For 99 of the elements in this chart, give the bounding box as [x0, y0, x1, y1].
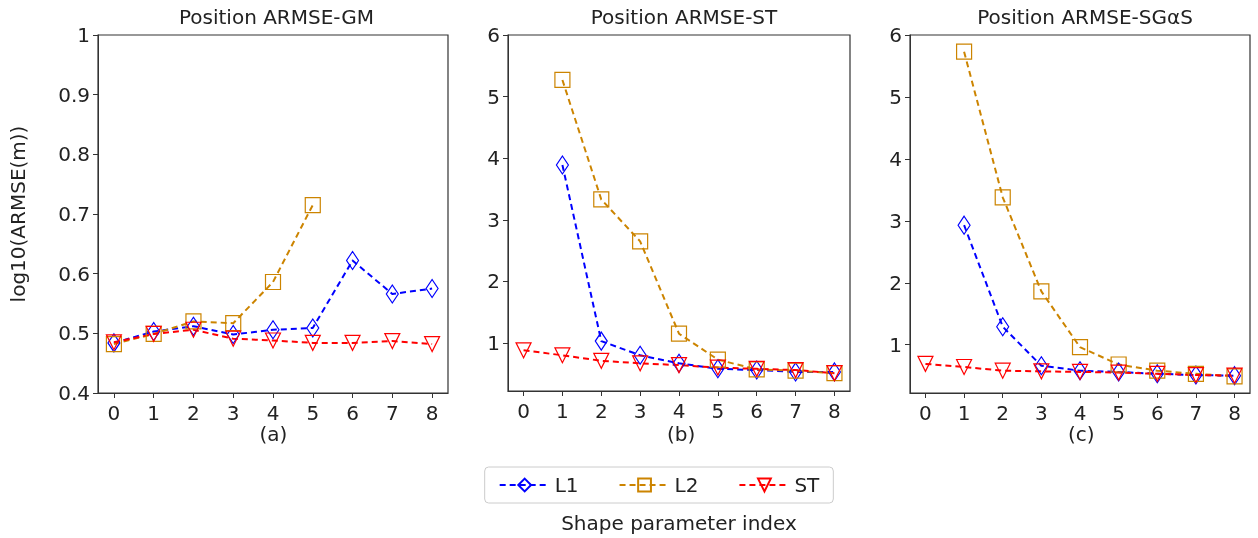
x-tick-label: 2 [996, 401, 1010, 425]
x-tick-label: 2 [187, 401, 200, 425]
y-tick-label: 1 [889, 332, 902, 357]
point [306, 318, 320, 338]
x-tick-label: 4 [266, 401, 280, 425]
point [594, 331, 608, 351]
point [672, 353, 686, 373]
point [384, 332, 401, 350]
y-tick-label: 3 [487, 207, 500, 232]
x-tick-label: 8 [425, 401, 439, 425]
y-tick-label: 3 [889, 208, 902, 233]
point [186, 316, 201, 336]
y-tick-label: 0.6 [58, 261, 90, 286]
x-tick-label: 1 [957, 401, 971, 425]
point [185, 321, 202, 338]
x-tick-label: 7 [1189, 401, 1203, 425]
text: (b) [667, 422, 696, 446]
x-tick-label: 0 [107, 401, 121, 425]
point [423, 335, 441, 353]
point [1033, 363, 1050, 380]
y-tick-label: 1 [77, 23, 90, 47]
point [515, 342, 532, 359]
x-tick-label: 7 [789, 399, 802, 423]
point [1110, 356, 1127, 373]
point [266, 320, 280, 340]
y-tick-label: 0.5 [58, 321, 90, 346]
x-tick-label: 4 [1073, 401, 1087, 425]
legend-label: L2 [674, 473, 699, 497]
point [264, 273, 282, 291]
point [633, 345, 647, 365]
point [554, 71, 571, 89]
x-tick-label: 1 [556, 399, 569, 423]
point [957, 215, 971, 235]
point [185, 313, 202, 330]
y-tick-label: 4 [889, 146, 902, 171]
point [994, 362, 1011, 379]
point [996, 317, 1010, 337]
point [593, 191, 610, 208]
point [554, 347, 571, 364]
x-tick-label: 5 [306, 401, 320, 425]
y-tick-label: 0.7 [58, 202, 90, 226]
point [304, 334, 321, 351]
text: (a) [259, 422, 288, 446]
x-tick-label: 4 [672, 399, 686, 423]
x-tick-label: 6 [750, 399, 764, 423]
point [345, 250, 360, 271]
point [225, 315, 242, 332]
point [955, 43, 973, 60]
point [955, 358, 973, 376]
y-tick-label: 1 [487, 330, 500, 355]
y-tick-label: 6 [889, 23, 902, 47]
x-tick-label: 3 [633, 399, 647, 423]
point [304, 196, 321, 214]
point [632, 233, 649, 250]
y-tick-label: 2 [889, 270, 902, 295]
x-tick-label: 5 [1112, 401, 1125, 425]
y-tick-label: 6 [487, 23, 500, 47]
y-tick-label: 5 [889, 84, 902, 109]
point [344, 334, 361, 351]
x-tick-label: 5 [711, 399, 725, 423]
x-tick-label: 3 [1035, 401, 1048, 425]
legend-label: L1 [554, 473, 579, 497]
x-tick-label: 2 [594, 399, 608, 423]
chart-title: Position ARMSE-GM [178, 5, 375, 29]
x-tick-label: 8 [1228, 401, 1241, 425]
point [385, 284, 399, 304]
legend-label: ST [794, 473, 821, 497]
y-tick-label: 0.4 [58, 381, 90, 405]
point [225, 330, 242, 347]
x-tick-label: 0 [517, 399, 530, 423]
y-tick-label: 0.9 [58, 82, 90, 107]
x-tick-label: 0 [919, 401, 932, 425]
point [670, 357, 688, 374]
chart-title: Position ARMSE-SGαS [977, 5, 1193, 29]
point [593, 352, 610, 369]
point [1071, 339, 1089, 356]
point [632, 355, 649, 372]
y-tick-label: 5 [487, 84, 500, 109]
x-tick-label: 1 [147, 401, 161, 425]
x-tick-label: 8 [828, 399, 841, 423]
point [264, 332, 282, 349]
chart-title: Position ARMSE-ST [590, 5, 779, 29]
point [917, 355, 934, 372]
point [709, 351, 726, 368]
point [670, 325, 688, 342]
point [1034, 356, 1048, 376]
x-tick-label: 6 [1150, 401, 1164, 425]
point [555, 155, 570, 175]
y-tick-label: 4 [487, 146, 500, 171]
y-axis-title: log10(ARMSE(m)) [6, 125, 30, 303]
x-tick-label: 6 [346, 401, 359, 425]
x-axis-title: Shape parameter index [561, 511, 797, 535]
x-tick-label: 7 [385, 401, 399, 425]
text: (c) [1068, 422, 1095, 446]
point [994, 189, 1011, 206]
point [1033, 283, 1050, 300]
y-tick-label: 2 [487, 269, 500, 294]
x-tick-label: 3 [226, 401, 240, 425]
y-tick-label: 0.8 [58, 142, 90, 167]
